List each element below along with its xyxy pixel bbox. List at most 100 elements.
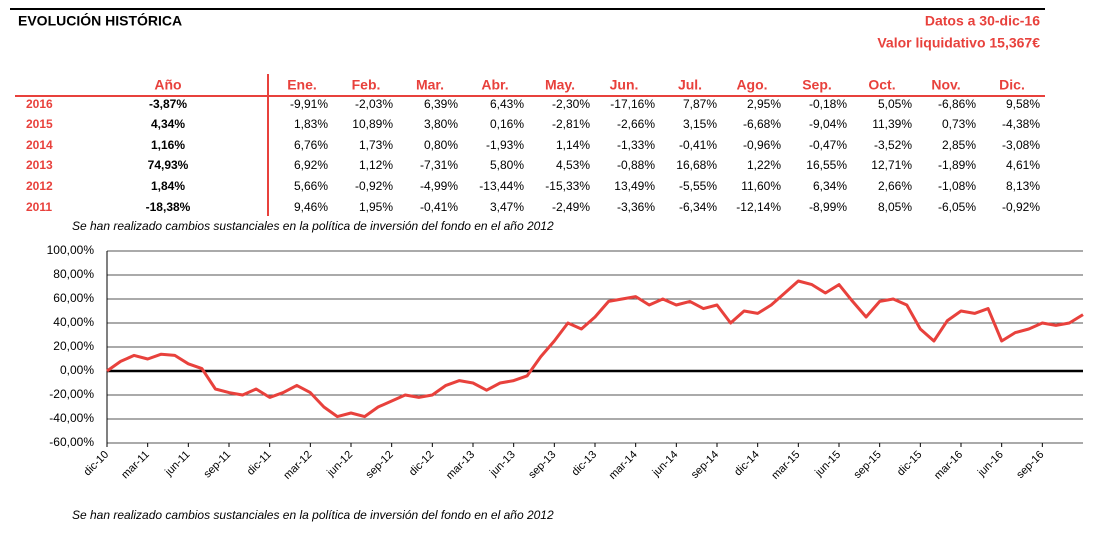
column-header: Dic. <box>999 77 1025 93</box>
year-cell: 2014 <box>26 138 53 152</box>
month-cell: -0,96% <box>743 138 781 152</box>
month-cell: -0,92% <box>355 179 393 193</box>
column-header: Jun. <box>610 77 639 93</box>
nav: Valor liquidativo 15,367€ <box>877 35 1040 51</box>
title: EVOLUCIÓN HISTÓRICA <box>18 12 182 29</box>
x-tick-label: sep-12 <box>364 449 396 481</box>
month-cell: 9,46% <box>294 200 328 214</box>
nav-line <box>106 279 1084 419</box>
month-cell: 3,15% <box>683 117 717 131</box>
y-tick-label: 20,00% <box>53 339 94 353</box>
annual-cell: 74,93% <box>148 158 189 172</box>
month-cell: -2,81% <box>552 117 590 131</box>
column-header: Ene. <box>287 77 317 93</box>
month-cell: -6,86% <box>938 97 976 111</box>
month-cell: -6,05% <box>938 200 976 214</box>
y-tick-label: -60,00% <box>49 435 94 449</box>
month-cell: -2,66% <box>617 117 655 131</box>
month-cell: -2,03% <box>355 97 393 111</box>
month-cell: 3,47% <box>490 200 524 214</box>
column-header: Abr. <box>481 77 508 93</box>
x-tick-label: jun-14 <box>650 449 681 480</box>
x-tick-label: jun-13 <box>487 449 518 480</box>
column-header: Nov. <box>931 77 960 93</box>
month-cell: -4,38% <box>1002 117 1040 131</box>
x-tick-label: mar-12 <box>281 449 314 482</box>
month-cell: 3,80% <box>424 117 458 131</box>
x-tick-label: mar-15 <box>769 449 802 482</box>
month-cell: 1,95% <box>359 200 393 214</box>
month-cell: 8,05% <box>878 200 912 214</box>
annual-cell: 1,84% <box>151 179 185 193</box>
month-cell: 6,76% <box>294 138 328 152</box>
month-cell: -1,93% <box>486 138 524 152</box>
x-tick-label: dic-10 <box>81 449 111 479</box>
y-tick-label: 40,00% <box>53 315 94 329</box>
month-cell: 13,49% <box>614 179 655 193</box>
column-header: Jul. <box>678 77 702 93</box>
month-cell: -4,99% <box>420 179 458 193</box>
month-cell: 16,68% <box>676 158 717 172</box>
x-tick-label: dic-12 <box>407 449 437 479</box>
month-cell: 1,73% <box>359 138 393 152</box>
month-cell: -3,36% <box>617 200 655 214</box>
column-header: Sep. <box>802 77 832 93</box>
x-tick-label: sep-11 <box>201 449 233 481</box>
month-cell: 1,83% <box>294 117 328 131</box>
month-cell: 0,73% <box>942 117 976 131</box>
month-cell: 6,39% <box>424 97 458 111</box>
month-cell: 2,95% <box>747 97 781 111</box>
y-tick-label: -40,00% <box>49 411 94 425</box>
x-tick-label: mar-13 <box>444 449 477 482</box>
month-cell: -6,34% <box>679 200 717 214</box>
month-cell: -1,33% <box>617 138 655 152</box>
year-cell: 2012 <box>26 179 53 193</box>
x-tick-label: sep-14 <box>689 449 721 481</box>
x-tick-label: dic-11 <box>245 449 274 478</box>
y-tick-label: 100,00% <box>47 243 95 257</box>
month-cell: 1,22% <box>747 158 781 172</box>
month-cell: -0,41% <box>420 200 458 214</box>
month-cell: 0,16% <box>490 117 524 131</box>
month-cell: -17,16% <box>610 97 655 111</box>
month-cell: 11,39% <box>872 117 912 131</box>
month-cell: 5,80% <box>490 158 524 172</box>
x-tick-label: jun-12 <box>324 449 355 480</box>
month-cell: 6,92% <box>294 158 328 172</box>
month-cell: 5,66% <box>294 179 328 193</box>
month-cell: -0,41% <box>679 138 717 152</box>
month-cell: 7,87% <box>683 97 717 111</box>
month-cell: -2,49% <box>552 200 590 214</box>
month-cell: 9,58% <box>1006 97 1040 111</box>
month-cell: 4,61% <box>1006 158 1040 172</box>
y-tick-label: 80,00% <box>53 267 94 281</box>
month-cell: -15,33% <box>545 179 590 193</box>
month-cell: -0,92% <box>1002 200 1040 214</box>
x-tick-label: mar-11 <box>119 449 152 482</box>
month-cell: 11,60% <box>741 179 781 193</box>
x-tick-label: jun-11 <box>162 449 192 479</box>
month-cell: 8,13% <box>1006 179 1040 193</box>
month-cell: -3,08% <box>1002 138 1040 152</box>
month-cell: 12,71% <box>871 158 912 172</box>
month-cell: -1,89% <box>938 158 976 172</box>
annual-cell: 1,16% <box>151 138 185 152</box>
year-cell: 2015 <box>26 117 53 131</box>
x-tick-label: jun-15 <box>812 449 843 480</box>
month-cell: -9,04% <box>809 117 847 131</box>
month-cell: 6,43% <box>490 97 524 111</box>
column-header: Feb. <box>352 77 381 93</box>
month-cell: -0,47% <box>809 138 847 152</box>
x-tick-label: mar-14 <box>607 449 640 482</box>
month-cell: 16,55% <box>806 158 847 172</box>
month-cell: 2,85% <box>942 138 976 152</box>
month-cell: -5,55% <box>679 179 717 193</box>
x-tick-label: sep-13 <box>526 449 558 481</box>
x-tick-label: dic-13 <box>569 449 599 479</box>
year-cell: 2016 <box>26 97 53 111</box>
month-cell: -12,14% <box>736 200 781 214</box>
x-tick-label: mar-16 <box>932 449 965 482</box>
month-cell: -2,30% <box>552 97 590 111</box>
month-cell: 5,05% <box>878 97 912 111</box>
